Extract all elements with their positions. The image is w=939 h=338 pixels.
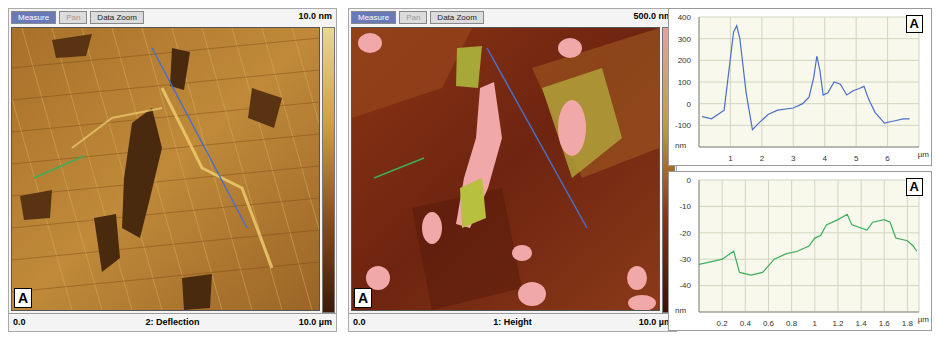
- svg-text:-30: -30: [679, 255, 691, 264]
- svg-text:0: 0: [687, 176, 692, 185]
- svg-text:0.4: 0.4: [740, 319, 752, 328]
- svg-text:300: 300: [678, 35, 692, 44]
- svg-text:3: 3: [791, 154, 796, 163]
- html-text:10.0 µm: 10.0 µm: [638, 317, 672, 327]
- html-text:0.0: 0.0: [13, 317, 26, 327]
- svg-text:200: 200: [678, 56, 692, 65]
- html-text:Measure: Measure: [18, 13, 50, 22]
- svg-text:1: 1: [728, 154, 733, 163]
- html-text:A: A: [909, 179, 919, 194]
- svg-text:-10: -10: [679, 202, 691, 211]
- html-text:nm: nm: [675, 306, 687, 315]
- svg-text:0.8: 0.8: [786, 319, 798, 328]
- svg-text:-40: -40: [679, 281, 691, 290]
- html-text:Pan: Pan: [406, 13, 421, 22]
- html-text:A: A: [358, 290, 369, 306]
- svg-text:5: 5: [854, 154, 859, 163]
- html-text:Data Zoom: Data Zoom: [437, 13, 477, 22]
- html-text:A: A: [909, 16, 919, 31]
- svg-text:-20: -20: [679, 229, 691, 238]
- html-text:µm: µm: [917, 150, 929, 159]
- html-text:1: Height: 1: Height: [493, 317, 532, 327]
- svg-text:1.6: 1.6: [879, 319, 891, 328]
- svg-text:1.8: 1.8: [902, 319, 914, 328]
- html-text:10.0 µm: 10.0 µm: [298, 317, 332, 327]
- html-text:nm: nm: [675, 141, 687, 150]
- html-text:2: Deflection: 2: Deflection: [145, 317, 200, 327]
- svg-text:0.6: 0.6: [763, 319, 775, 328]
- html-text:10.0 nm: 10.0 nm: [298, 11, 332, 21]
- svg-text:2: 2: [760, 154, 765, 163]
- html-text:A: A: [18, 290, 29, 306]
- svg-text:0: 0: [687, 100, 692, 109]
- html-text:Pan: Pan: [66, 13, 81, 22]
- html-text:Data Zoom: Data Zoom: [97, 13, 137, 22]
- html-text:0.0: 0.0: [353, 317, 366, 327]
- svg-text:100: 100: [678, 78, 692, 87]
- svg-text:4: 4: [822, 154, 827, 163]
- html-text:µm: µm: [917, 315, 929, 324]
- svg-text:1.4: 1.4: [856, 319, 868, 328]
- svg-text:-100: -100: [675, 121, 692, 130]
- html-text:Measure: Measure: [358, 13, 390, 22]
- svg-text:1.2: 1.2: [832, 319, 844, 328]
- html-text:500.0 nm: 500.0 nm: [633, 11, 672, 21]
- svg-text:400: 400: [678, 13, 692, 22]
- svg-text:6: 6: [885, 154, 890, 163]
- svg-text:1: 1: [813, 319, 818, 328]
- svg-text:0.2: 0.2: [717, 319, 729, 328]
